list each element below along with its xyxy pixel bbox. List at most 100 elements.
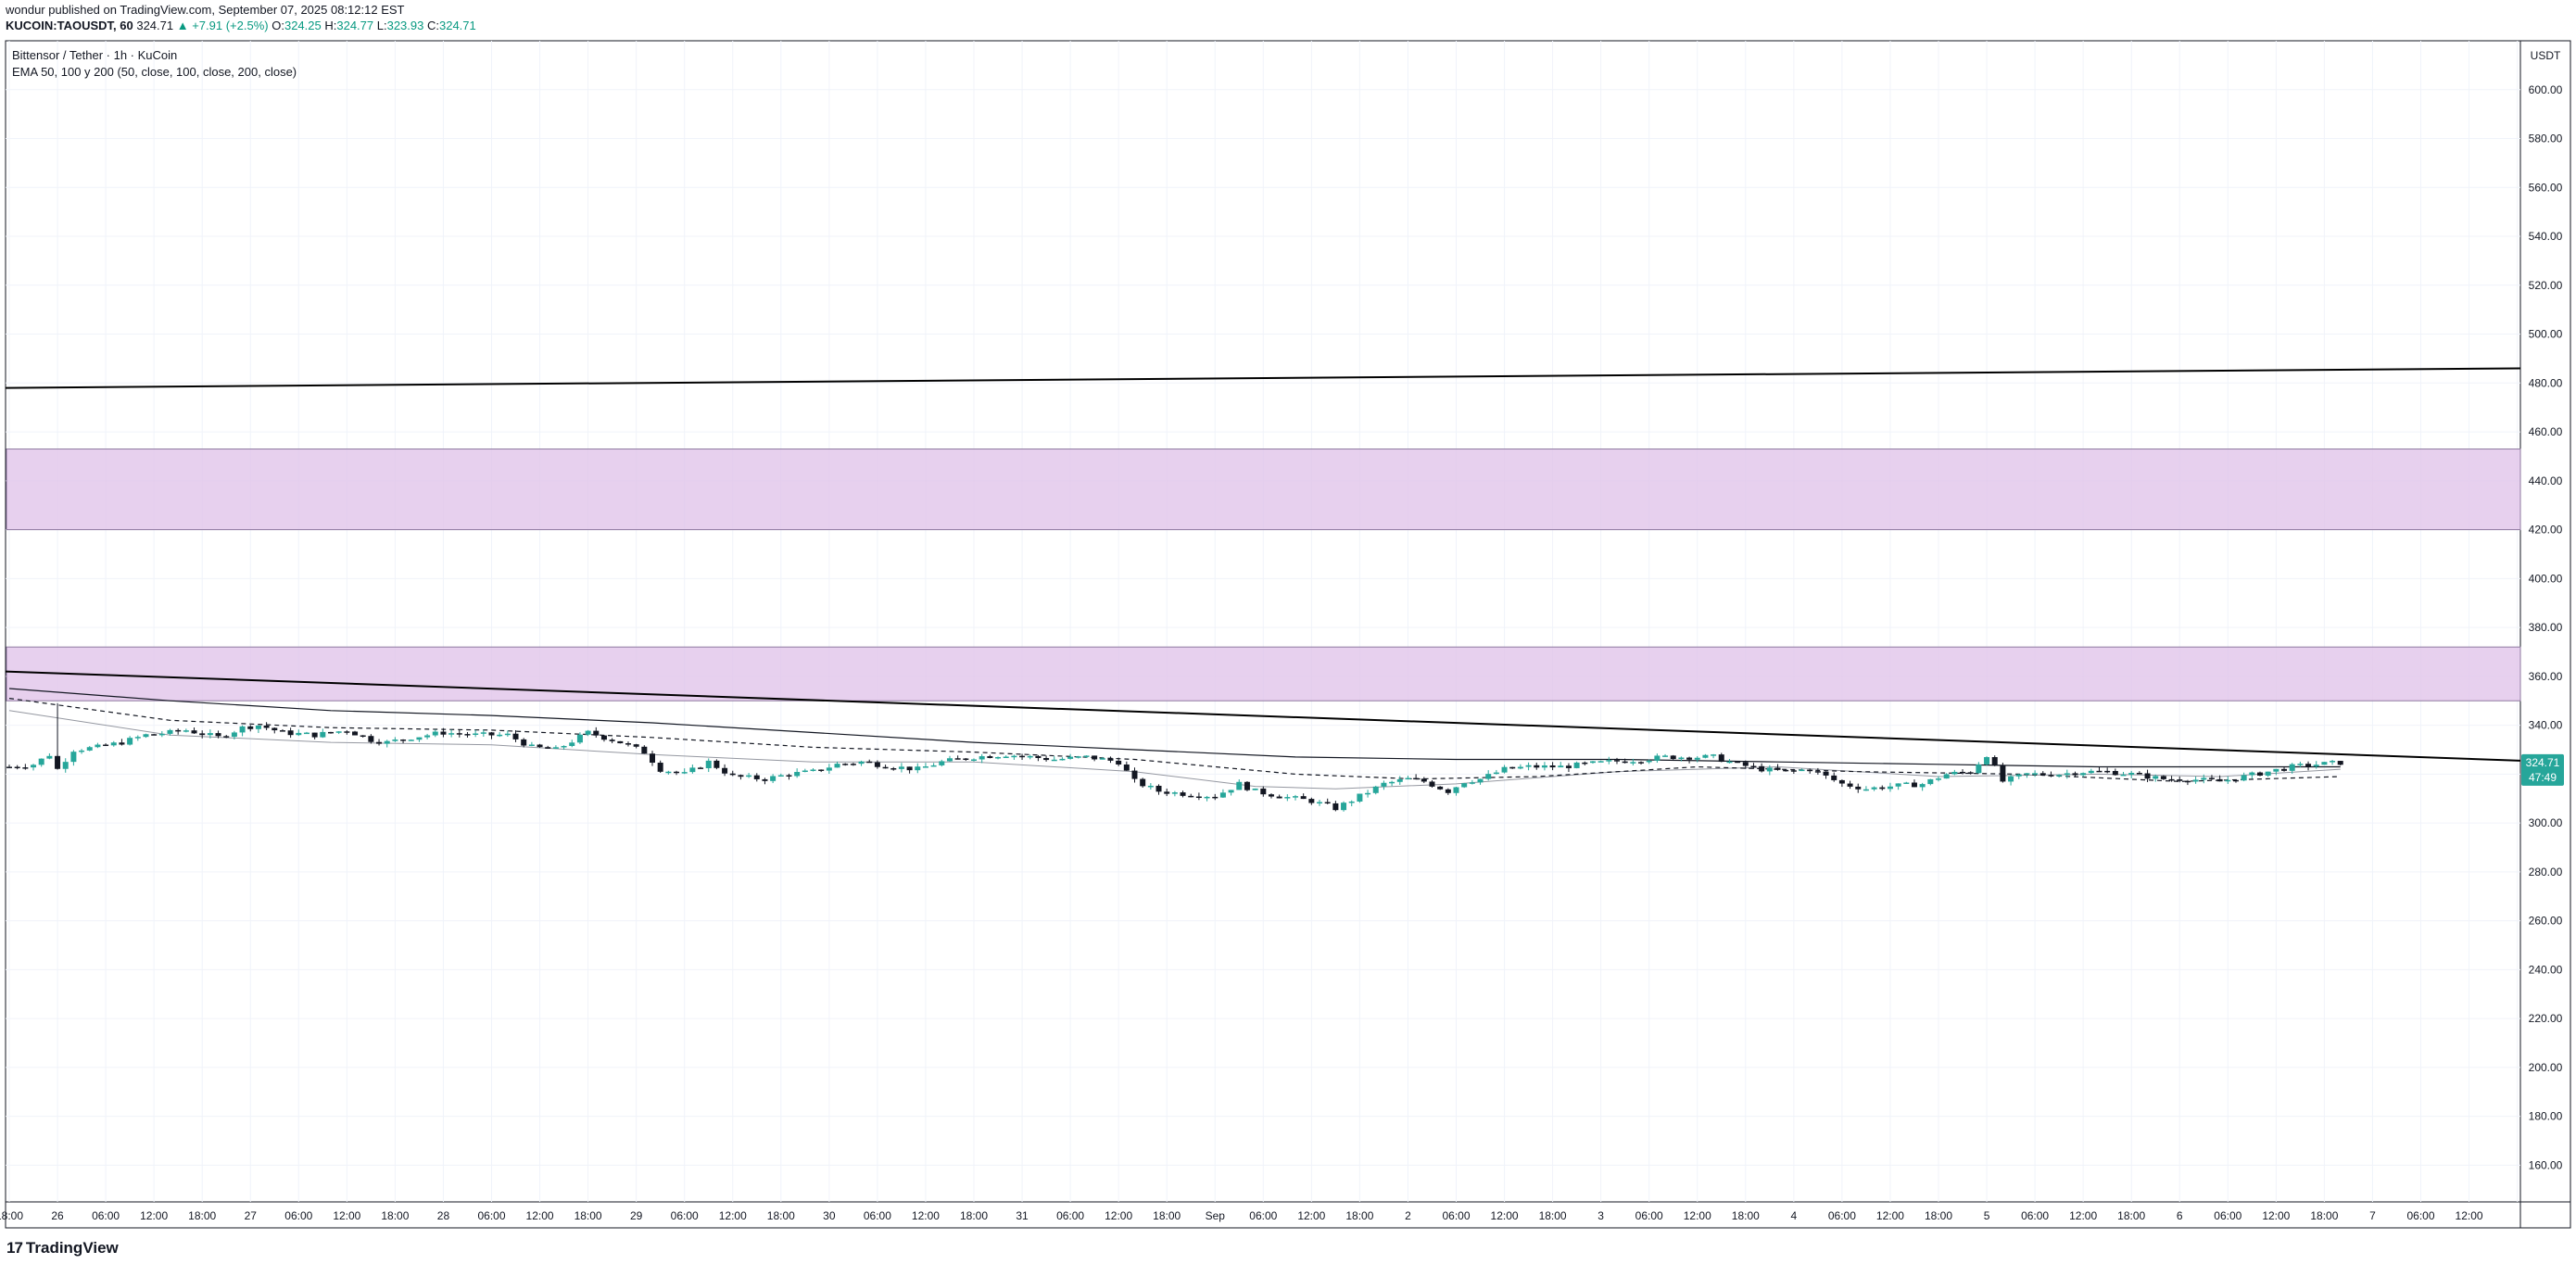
time-tick-label: 06:00 (2214, 1209, 2241, 1222)
candle-body (1116, 760, 1122, 765)
candle-body (762, 778, 768, 781)
price-scale[interactable]: 160.00 180.00 200.00 220.00 240.00 260.00 280.… (2529, 83, 2563, 1172)
tradingview-logo[interactable]: 17 TradingView (6, 1239, 119, 1258)
candle-body (46, 755, 53, 759)
candle-body (464, 734, 471, 736)
candle-body (882, 766, 889, 769)
candle-body (1783, 769, 1789, 772)
price-tick-label: 220.00 (2529, 1012, 2563, 1025)
time-tick-label: 06:00 (1828, 1209, 1856, 1222)
symbol-name[interactable]: KUCOIN:TAOUSDT, 60 (6, 19, 133, 32)
candle-body (1903, 782, 1910, 784)
time-tick-label: 2 (1405, 1209, 1411, 1222)
candle-body (239, 726, 246, 733)
time-scale[interactable]: 18:002606:0012:0018:002706:0012:0018:002… (0, 1209, 2483, 1222)
price-tick-label: 280.00 (2529, 866, 2563, 878)
candle-body (1630, 762, 1636, 764)
candle-body (2232, 779, 2239, 782)
candle-body (1236, 781, 1243, 790)
candle-body (979, 756, 985, 760)
candle-body (1871, 787, 1877, 790)
candle-body (2297, 764, 2304, 765)
candle-body (1646, 760, 1652, 763)
candle-body (344, 731, 350, 733)
candle-body (1501, 766, 1508, 773)
candle-body (1927, 778, 1934, 785)
candle-body (368, 736, 374, 742)
candle-body (1421, 778, 1427, 782)
candle-body (2088, 770, 2094, 774)
trendline (5, 367, 2521, 389)
candle-body (746, 775, 752, 777)
candle-body (818, 769, 825, 771)
time-tick-label: 12:00 (719, 1209, 747, 1222)
candle-body (930, 765, 937, 767)
candle-body (1453, 787, 1459, 793)
time-tick-label: 28 (437, 1209, 450, 1222)
zone-rect (6, 449, 2521, 531)
candle-body (2321, 762, 2328, 765)
price-tick-label: 160.00 (2529, 1158, 2563, 1171)
candle-body (1437, 786, 1444, 790)
candle-body (1943, 774, 1950, 779)
candle-body (119, 742, 125, 745)
candle-body (802, 770, 808, 773)
candle-body (416, 737, 423, 740)
candle-body (1831, 775, 1837, 780)
candle-body (650, 753, 655, 764)
candle-body (320, 731, 326, 738)
time-tick-label: 06:00 (864, 1209, 891, 1222)
candle-body (898, 766, 904, 769)
supply-zones (6, 449, 2521, 702)
chart-legend-title[interactable]: Bittensor / Tether · 1h · KuCoin (12, 48, 178, 62)
candle-body (777, 775, 784, 777)
candle-body (1043, 757, 1050, 761)
candle-body (360, 735, 366, 738)
candle-body (713, 760, 720, 768)
candle-body (1742, 762, 1749, 766)
candle-body (79, 750, 85, 752)
candle-body (1951, 771, 1958, 775)
candle-body (2177, 779, 2183, 781)
candle-body (328, 731, 334, 734)
candle-body (1332, 803, 1339, 811)
candle-body (1341, 803, 1347, 811)
candle-body (1396, 778, 1403, 782)
candle-body (2208, 777, 2215, 779)
time-tick-label: 29 (630, 1209, 643, 1222)
candle-body (1171, 792, 1178, 794)
candle-body (810, 769, 816, 771)
candle-body (561, 746, 567, 748)
time-tick-label: 18:00 (960, 1209, 988, 1222)
candle-body (1357, 793, 1363, 802)
price-tick-label: 540.00 (2529, 230, 2563, 243)
candle-body (1694, 757, 1700, 760)
candle-body (1059, 758, 1066, 761)
candle-body (890, 768, 897, 770)
candle-body (62, 762, 69, 769)
time-tick-label: 27 (245, 1209, 258, 1222)
candle-body (729, 773, 736, 776)
zone-rect (6, 646, 2521, 702)
candle-body (2128, 772, 2135, 775)
trendlines[interactable] (5, 367, 2521, 762)
candle-body (1051, 759, 1057, 762)
candle-body (2216, 778, 2223, 782)
candle-body (303, 732, 309, 735)
tradingview-logo-icon: 17 (6, 1239, 23, 1257)
candle-body (698, 767, 704, 769)
candle-body (2192, 779, 2199, 782)
indicator-legend[interactable]: EMA 50, 100 y 200 (50, close, 100, close… (12, 65, 297, 79)
candle-body (665, 771, 672, 774)
last-price-tag: 324.71 47:49 (2521, 753, 2564, 786)
candle-body (593, 730, 600, 736)
candle-body (2168, 778, 2175, 781)
time-tick-label: 6 (2177, 1209, 2183, 1222)
candle-body (1774, 767, 1781, 770)
price-tick-label: 480.00 (2529, 376, 2563, 389)
candle-body (1083, 755, 1090, 757)
candle-body (528, 744, 535, 747)
candle-body (392, 739, 398, 741)
candle-body (1814, 771, 1821, 773)
